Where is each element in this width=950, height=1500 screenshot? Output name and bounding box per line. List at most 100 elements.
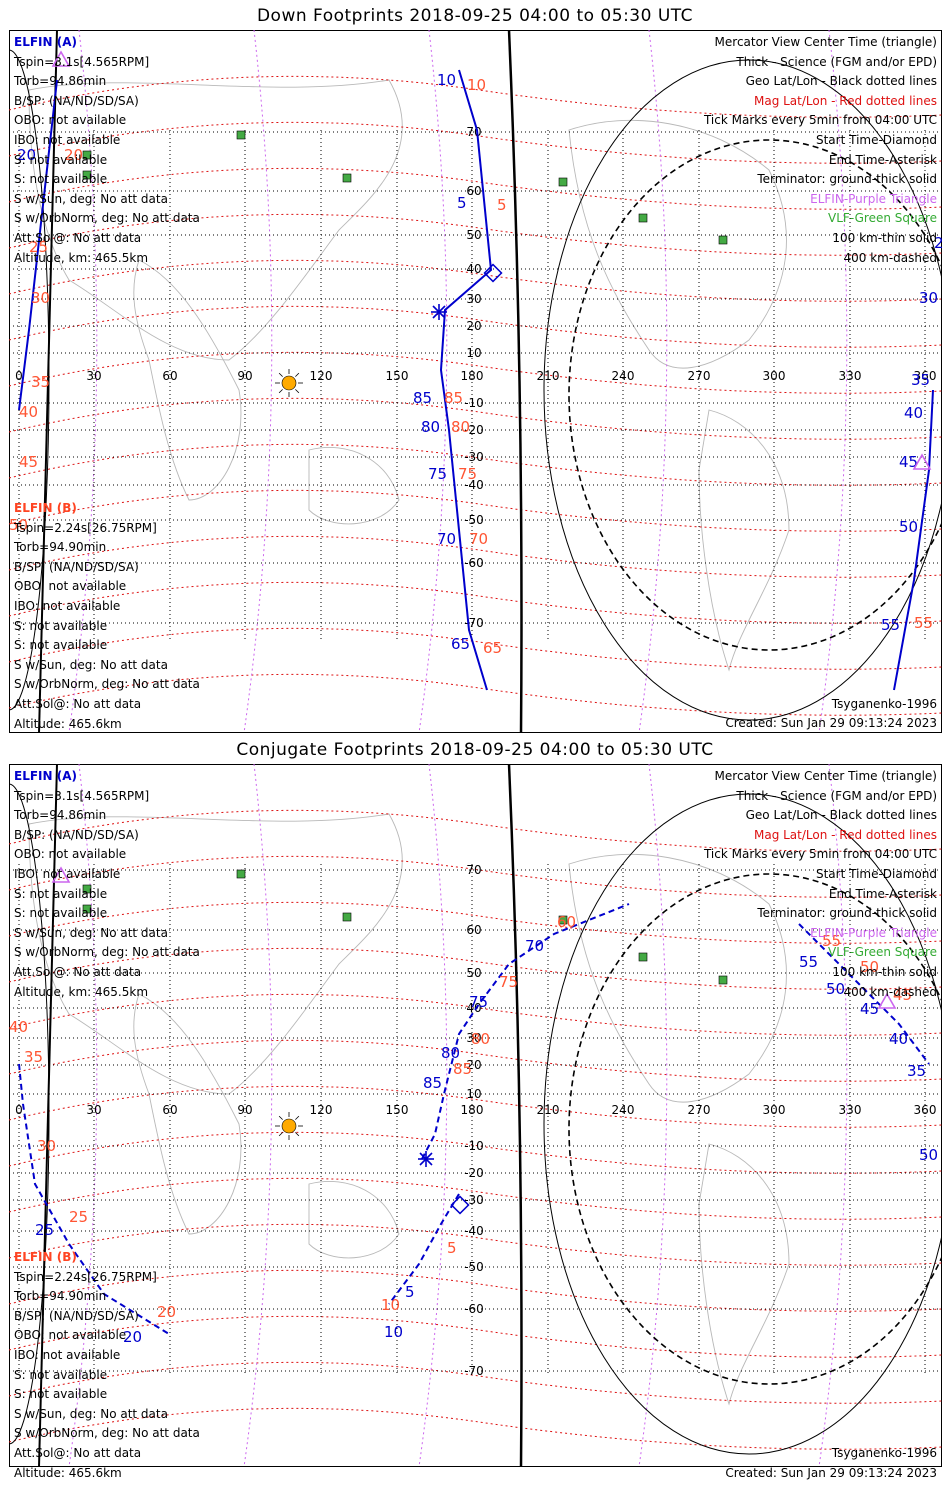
vlf-square — [558, 915, 568, 925]
lon-tick-label: 180 — [461, 1103, 484, 1117]
track-tick-label: 85 — [423, 1074, 442, 1092]
track-tick-label: 10 — [467, 76, 486, 94]
map-conjugate[interactable]: 0 30 60 90 120 150 180 210 240 270 300 330 360 70 60 50… — [9, 764, 942, 1467]
lat-tick-label: -40 — [464, 1224, 484, 1238]
lon-tick-label: 270 — [688, 369, 711, 383]
legend-item: Terminator: ground-thick solid — [757, 172, 937, 187]
track-tick-label: 45 — [893, 986, 912, 1004]
terminator-line — [38, 30, 58, 733]
lat-tick-label: 30 — [466, 1031, 481, 1045]
sat-b-line: Torb=94.90min — [14, 540, 107, 555]
sun-ray — [295, 1115, 300, 1120]
vlf-square — [82, 150, 92, 160]
sat-a-track-west — [18, 79, 58, 411]
mag-lon-line — [243, 764, 273, 1467]
track-tick-label: 80 — [471, 1030, 490, 1048]
terminator-line — [38, 764, 58, 1467]
lon-tick-label: 30 — [86, 1103, 101, 1117]
sat-b-line: OBO: not available — [14, 579, 127, 594]
legend-item: End Time-Asterisk — [828, 152, 937, 167]
sat-b-line: S w/OrbNorm, deg: No att data — [14, 677, 200, 692]
sat-a-line: OBO: not available — [14, 113, 127, 128]
track-tick-label: 35 — [31, 373, 50, 391]
lat-tick-label: 40 — [466, 262, 481, 276]
created-label-down: Created: Sun Jan 29 09:13:24 2023 — [725, 716, 937, 730]
track-tick-label: 70 — [525, 937, 544, 955]
sun-ray — [295, 389, 300, 394]
track-tick-label: 55 — [914, 614, 933, 632]
sat-a-info-down: ELFIN (A) Tspin=3.1s[4.565RPM] Torb=94.8… — [14, 33, 200, 268]
lon-tick-label: 300 — [763, 369, 786, 383]
track-tick-label: 25 — [29, 238, 48, 256]
lat-tick-label: -20 — [464, 1166, 484, 1180]
model-label-down: Tsyganenko-1996 — [831, 697, 937, 711]
mag-lon-line — [418, 764, 448, 1467]
panel-title-down: Down Footprints 2018-09-25 04:00 to 05:3… — [256, 6, 694, 26]
mag-lon-line — [68, 30, 98, 733]
legend-item: VLF-Green Square — [828, 211, 937, 226]
sat-b-line: Att.Sol@: No att data — [14, 1445, 142, 1460]
track-tick-label: 50 — [860, 958, 879, 976]
track-tick-label: 30 — [31, 289, 50, 307]
coastline — [698, 409, 790, 672]
legend-item: 100 km-thin solid — [832, 230, 937, 245]
vlf-square — [82, 170, 92, 180]
map-down[interactable]: 0 30 60 90 120 150 180 210 240 270 300 330 360 70 60 50… — [9, 30, 942, 733]
track-tick-label: 25 — [934, 234, 942, 252]
terminator-line — [507, 30, 523, 733]
mag-lon-line — [243, 30, 273, 733]
track-tick-label: 75 — [458, 465, 477, 483]
lat-tick-label: -40 — [464, 478, 484, 492]
legend-item: Start Time-Diamond — [815, 866, 937, 881]
sat-b-line: B/SP: (NA/ND/SD/SA) — [14, 1308, 139, 1323]
track-tick-label: 5 — [447, 1239, 457, 1257]
track-tick-label: 30 — [919, 289, 938, 307]
track-tick-label: 65 — [483, 639, 502, 657]
track-tick-label: 65 — [451, 635, 470, 653]
coastline — [698, 1143, 790, 1406]
lon-tick-label: 60 — [162, 369, 177, 383]
sun-ray — [278, 389, 283, 394]
range-100km — [543, 59, 942, 721]
track-tick-label: 50 — [9, 516, 28, 534]
lon-tick-label: 120 — [310, 1103, 333, 1117]
track-tick-label: 40 — [904, 404, 923, 422]
lon-tick-label: 90 — [237, 1103, 252, 1117]
vlf-square — [82, 904, 92, 914]
track-tick-label: 10 — [437, 71, 456, 89]
sat-a-line: Att.Sol@: No att data — [14, 230, 142, 245]
sat-a-line: S: not available — [14, 152, 108, 167]
lat-tick-label: -10 — [464, 1139, 484, 1153]
track-tick-label: 20 — [64, 146, 83, 164]
sat-a-track — [421, 903, 630, 1160]
sat-a-name: ELFIN (A) — [14, 769, 77, 783]
lat-tick-label: 60 — [466, 923, 481, 937]
legend-conjugate: Mercator View Center Time (triangle) Thi… — [704, 767, 937, 1002]
track-tick-label: 50 — [826, 980, 845, 998]
lat-tick-label: 50 — [466, 966, 481, 980]
legend-item: Mercator View Center Time (triangle) — [714, 35, 937, 49]
lat-tick-label: -30 — [464, 450, 484, 464]
sat-a-line: S: not available — [14, 886, 108, 901]
lon-tick-label: 180 — [461, 369, 484, 383]
lat-tick-label: 20 — [466, 319, 481, 333]
elfin-triangle — [51, 866, 71, 883]
legend-item: Mag Lat/Lon - Red dotted lines — [753, 93, 937, 108]
mag-lon-line — [68, 764, 98, 1467]
coastline — [568, 853, 787, 1103]
coastline — [28, 813, 403, 1095]
sat-a-line: Att.Sol@: No att data — [14, 964, 142, 979]
created-label-conjugate: Created: Sun Jan 29 09:13:24 2023 — [725, 1466, 937, 1480]
lat-tick-label: 70 — [466, 125, 481, 139]
legend-item: Thick - Science (FGM and/or EPD) — [736, 788, 937, 803]
sat-b-info-conjugate: ELFIN (B) Tspin=2.24s[26.75RPM] Torb=94.… — [14, 1248, 200, 1483]
sat-a-line: IBO: not available — [14, 132, 121, 147]
lon-tick-label: 90 — [237, 369, 252, 383]
vlf-square — [638, 952, 648, 962]
sat-b-line: S: not available — [14, 618, 108, 633]
lon-tick-label: 300 — [763, 1103, 786, 1117]
track-tick-label: 45 — [899, 453, 918, 471]
lat-tick-label: 50 — [466, 228, 481, 242]
sat-a-line: Tspin=3.1s[4.565RPM] — [14, 788, 150, 803]
sat-a-line: IBO: not available — [14, 866, 121, 881]
